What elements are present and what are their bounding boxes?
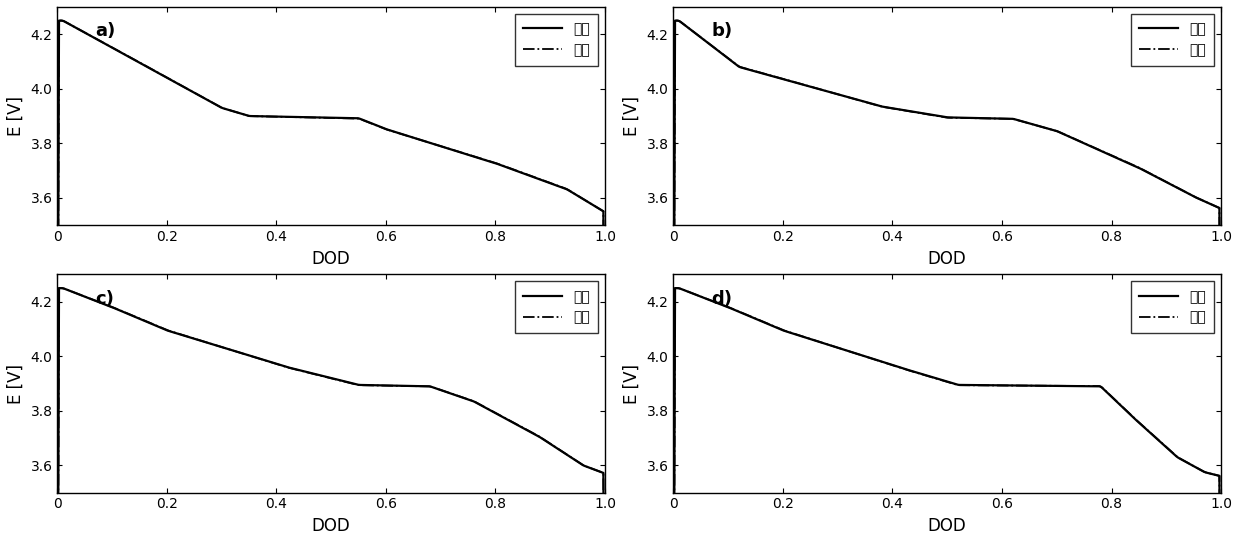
实验 [52,17,67,24]
Legend: 实验, 模拟: 实验, 模拟 [1131,281,1214,333]
Line: 模拟: 模拟 [57,21,605,542]
Line: 实验: 实验 [57,288,605,542]
模拟 [107,305,121,311]
模拟 [908,109,923,115]
模拟 [1094,384,1109,390]
模拟 [1104,152,1119,158]
模拟 [670,17,685,24]
实验 [271,362,286,368]
模拟 [53,285,68,292]
实验 [888,363,903,369]
实验 [1104,152,1119,158]
实验 [271,113,286,120]
Legend: 实验, 模拟: 实验, 模拟 [1131,14,1214,66]
Y-axis label: E [V]: E [V] [7,364,25,404]
模拟 [426,384,441,391]
实验 [50,514,64,520]
Line: 实验: 实验 [673,21,1222,542]
X-axis label: DOD: DOD [312,249,351,268]
模拟 [107,45,121,51]
实验 [665,514,680,520]
Y-axis label: E [V]: E [V] [623,96,641,136]
模拟 [477,157,492,163]
模拟 [271,362,286,368]
模拟 [908,369,923,376]
Line: 模拟: 模拟 [57,288,605,542]
实验 [722,305,737,311]
模拟 [888,106,903,112]
Y-axis label: E [V]: E [V] [623,364,641,404]
模拟 [50,514,64,520]
X-axis label: DOD: DOD [928,517,966,535]
实验 [1104,393,1119,399]
模拟 [487,159,502,166]
实验 [668,17,683,24]
实验 [477,404,492,411]
模拟 [291,367,306,373]
模拟 [1042,383,1057,389]
Line: 模拟: 模拟 [673,288,1222,542]
模拟 [487,409,502,416]
模拟 [670,285,685,292]
X-axis label: DOD: DOD [928,249,966,268]
实验 [1094,384,1109,390]
实验 [487,160,502,166]
实验 [1094,147,1109,154]
模拟 [1042,126,1057,132]
实验 [291,114,306,120]
实验 [487,410,502,416]
实验 [52,285,67,292]
实验 [107,305,121,311]
模拟 [722,56,737,63]
Legend: 实验, 模拟: 实验, 模拟 [514,14,598,66]
模拟 [271,114,286,120]
实验 [1042,126,1057,132]
实验 [668,285,683,292]
实验 [426,384,441,391]
Line: 模拟: 模拟 [673,21,1222,542]
实验 [908,369,923,375]
模拟 [1104,392,1119,399]
模拟 [477,404,492,410]
模拟 [53,17,68,24]
模拟 [665,514,680,520]
Legend: 实验, 模拟: 实验, 模拟 [514,281,598,333]
Text: a): a) [95,22,116,40]
Text: d): d) [711,290,732,308]
Y-axis label: E [V]: E [V] [7,96,25,136]
X-axis label: DOD: DOD [312,517,351,535]
模拟 [888,363,903,370]
Text: b): b) [711,22,732,40]
模拟 [722,305,737,311]
Line: 实验: 实验 [57,21,605,542]
实验 [107,46,121,52]
模拟 [1094,147,1109,154]
实验 [888,106,903,112]
模拟 [291,114,306,120]
实验 [908,109,923,115]
实验 [291,367,306,373]
实验 [426,141,441,147]
实验 [722,56,737,63]
Line: 实验: 实验 [673,288,1222,542]
实验 [1042,383,1057,389]
实验 [477,157,492,163]
Text: c): c) [95,290,114,308]
模拟 [426,141,441,147]
